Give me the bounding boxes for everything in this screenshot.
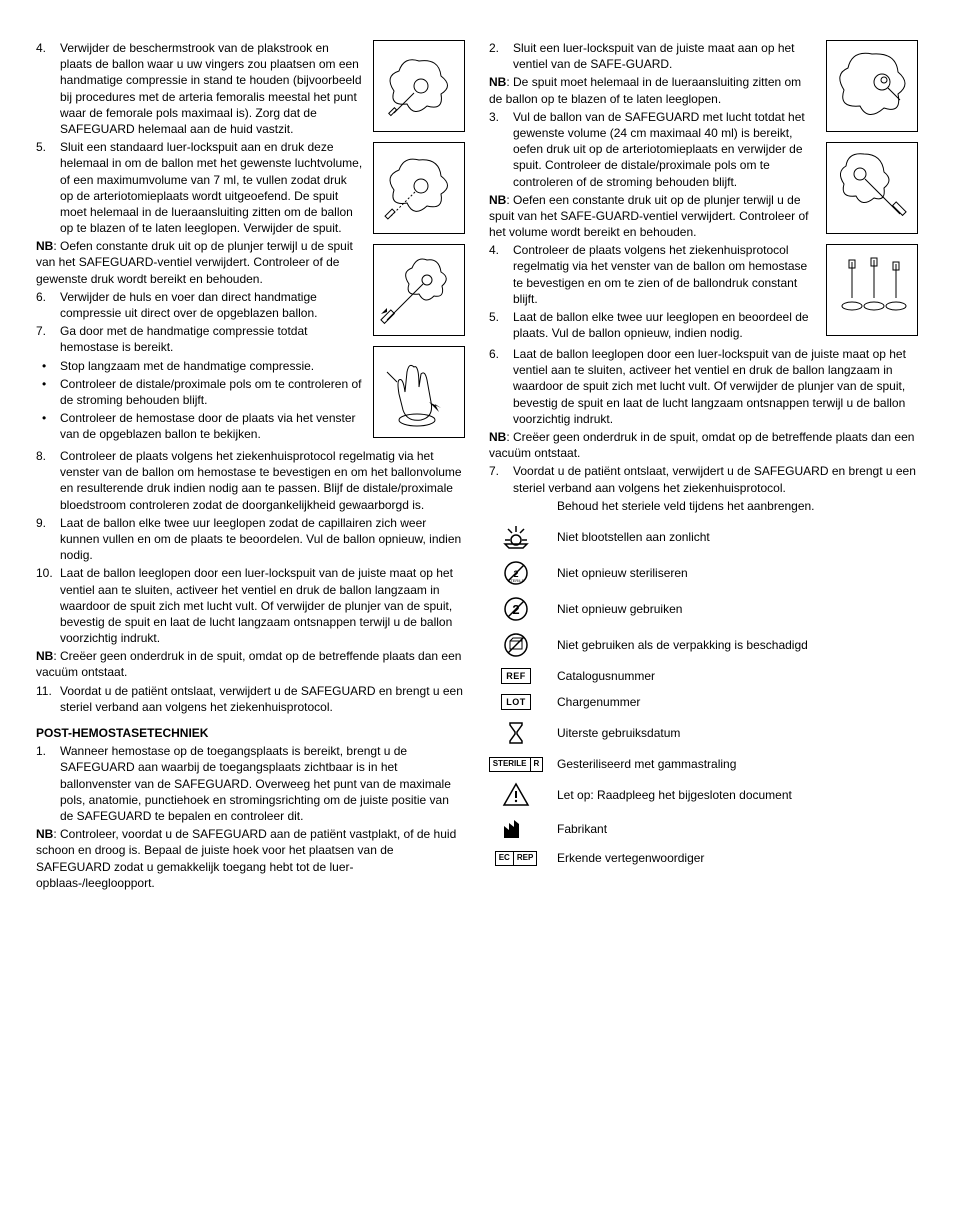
no-resterilize-icon: 2STERILE [489, 560, 543, 586]
symbol-row: Niet gebruiken als de verpakking is besc… [489, 632, 918, 658]
note: NB: De spuit moet helemaal in de lueraan… [489, 74, 816, 106]
left-list-3: 8.Controleer de plaats volgens het zieke… [36, 448, 465, 646]
caution-icon [489, 782, 543, 808]
right-list-3a: 4.Controleer de plaats volgens het zieke… [489, 242, 816, 341]
left-list-5: 1.Wanneer hemostase op de toegangsplaats… [36, 743, 465, 824]
symbol-label: Catalogusnummer [557, 668, 655, 684]
left-figures [373, 40, 465, 448]
note: NB: Creëer geen onderdruk in de spuit, o… [489, 429, 918, 461]
symbol-label: Fabrikant [557, 821, 607, 837]
symbol-label: Gesteriliseerd met gammastraling [557, 756, 736, 772]
left-column: 4.Verwijder de beschermstrook van de pla… [36, 40, 465, 893]
right-list-3b: 6.Laat de ballon leeglopen door een luer… [489, 346, 918, 427]
right-list-1: 2.Sluit een luer-lockspuit van de juiste… [489, 40, 816, 72]
list-item: 4.Controleer de plaats volgens het zieke… [489, 242, 816, 307]
no-reuse-icon: 2 [489, 596, 543, 622]
ec-rep-icon: ECREP [489, 851, 543, 866]
note: NB: Oefen een constante druk uit op de p… [489, 192, 816, 241]
left-list-1: 4.Verwijder de beschermstrook van de pla… [36, 40, 363, 236]
symbol-label: Let op: Raadpleeg het bijgesloten docume… [557, 787, 792, 803]
figure-hand [373, 346, 465, 438]
symbol-row: REF Catalogusnummer [489, 668, 918, 684]
right-column: 2.Sluit een luer-lockspuit van de juiste… [489, 40, 918, 893]
list-item: 1.Wanneer hemostase op de toegangsplaats… [36, 743, 465, 824]
list-item: 2.Sluit een luer-lockspuit van de juiste… [489, 40, 816, 72]
note: NB: Creëer geen onderdruk in de spuit, o… [36, 648, 465, 680]
manufacturer-icon [489, 818, 543, 840]
lot-icon: LOT [489, 694, 543, 710]
sterile-note: Behoud het steriele veld tijdens het aan… [489, 498, 918, 514]
list-item: 6.Laat de ballon leeglopen door een luer… [489, 346, 918, 427]
symbol-row: ECREP Erkende vertegenwoordiger [489, 850, 918, 866]
list-item: Controleer de hemostase door de plaats v… [36, 410, 363, 442]
left-list-2: 6.Verwijder de huls en voer dan direct h… [36, 289, 363, 356]
symbol-label: Uiterste gebruiksdatum [557, 725, 680, 741]
list-item: 5.Laat de ballon elke twee uur leeglopen… [489, 309, 816, 341]
right-list-4: 7.Voordat u de patiënt ontslaat, verwijd… [489, 463, 918, 495]
list-item: 3.Vul de ballon van de SAFEGUARD met luc… [489, 109, 816, 190]
page: 4.Verwijder de beschermstrook van de pla… [36, 40, 918, 893]
symbol-row: 2STERILE Niet opnieuw steriliseren [489, 560, 918, 586]
symbol-row: LOT Chargenummer [489, 694, 918, 710]
figure-three-syringes [826, 244, 918, 336]
note: NB: Controleer, voordat u de SAFEGUARD a… [36, 826, 465, 891]
list-item: 10.Laat de ballon leeglopen door een lue… [36, 565, 465, 646]
symbol-row: Uiterste gebruiksdatum [489, 720, 918, 746]
sterile-r-icon: STERILER [489, 757, 543, 772]
list-item: 6.Verwijder de huls en voer dan direct h… [36, 289, 363, 321]
list-item: 7.Ga door met de handmatige compressie t… [36, 323, 363, 355]
symbol-label: Chargenummer [557, 694, 640, 710]
symbol-row: 2 Niet opnieuw gebruiken [489, 596, 918, 622]
symbol-label: Niet opnieuw gebruiken [557, 601, 682, 617]
symbol-label: Niet gebruiken als de verpakking is besc… [557, 637, 808, 653]
symbol-row: Niet blootstellen aan zonlicht [489, 524, 918, 550]
ref-icon: REF [489, 668, 543, 684]
right-figures [826, 40, 918, 346]
list-item: Stop langzaam met de handmatige compress… [36, 358, 363, 374]
sun-icon [489, 524, 543, 550]
figure-device-syringe [826, 142, 918, 234]
list-item: 5.Sluit een standaard luer-lockspuit aan… [36, 139, 363, 236]
symbol-row: Let op: Raadpleeg het bijgesloten docume… [489, 782, 918, 808]
note: NB: Oefen constante druk uit op de plunj… [36, 238, 363, 287]
figure-device-large [826, 40, 918, 132]
symbol-label: Niet blootstellen aan zonlicht [557, 529, 710, 545]
figure-device-1 [373, 40, 465, 132]
symbol-label: Niet opnieuw steriliseren [557, 565, 688, 581]
symbol-row: STERILER Gesteriliseerd met gammastralin… [489, 756, 918, 772]
symbol-legend: Niet blootstellen aan zonlicht 2STERILE … [489, 524, 918, 867]
symbol-label: Erkende vertegenwoordiger [557, 850, 704, 866]
section-heading: POST-HEMOSTASETECHNIEK [36, 725, 465, 741]
list-item: 8.Controleer de plaats volgens het zieke… [36, 448, 465, 513]
left-list-4: 11.Voordat u de patiënt ontslaat, verwij… [36, 683, 465, 715]
no-damaged-pkg-icon [489, 632, 543, 658]
hourglass-icon [489, 720, 543, 746]
figure-device-2 [373, 142, 465, 234]
right-list-2: 3.Vul de ballon van de SAFEGUARD met luc… [489, 109, 816, 190]
list-item: 11.Voordat u de patiënt ontslaat, verwij… [36, 683, 465, 715]
list-item: Controleer de distale/proximale pols om … [36, 376, 363, 408]
symbol-row: Fabrikant [489, 818, 918, 840]
figure-syringe [373, 244, 465, 336]
list-item: 4.Verwijder de beschermstrook van de pla… [36, 40, 363, 137]
left-bullets: Stop langzaam met de handmatige compress… [36, 358, 363, 443]
list-item: 9.Laat de ballon elke twee uur leeglopen… [36, 515, 465, 564]
list-item: 7.Voordat u de patiënt ontslaat, verwijd… [489, 463, 918, 495]
